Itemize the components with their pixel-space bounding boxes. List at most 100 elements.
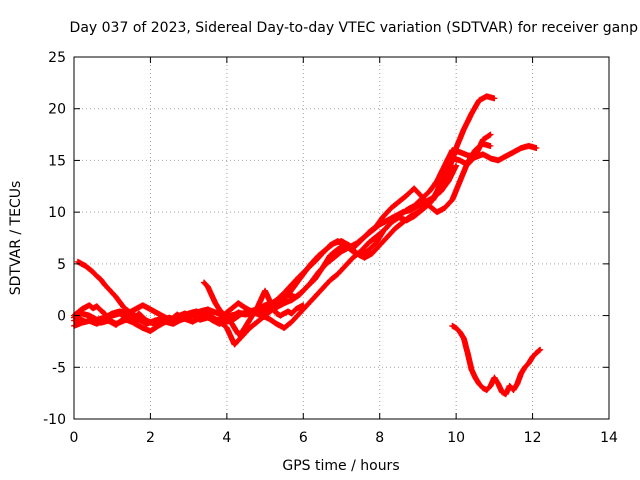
data-point [294,283,297,286]
data-point [214,301,217,305]
data-point [420,195,423,198]
data-point [535,351,538,355]
data-point [252,312,255,315]
data-point [462,128,465,131]
chart-title: Day 037 of 2023, Sidereal Day-to-day VTE… [70,20,639,36]
data-point [263,314,267,317]
x-tick-label: 2 [146,430,155,446]
data-point [294,295,297,299]
data-point [451,324,454,328]
data-point [256,306,259,309]
data-point [267,317,271,320]
data-point [516,382,519,386]
data-point [454,164,458,167]
data-point [332,256,336,259]
data-point [462,337,465,340]
data-point [225,326,229,330]
data-point [237,301,240,305]
data-point [466,163,469,166]
data-point [80,262,83,266]
data-point [489,144,492,148]
data-point [416,210,420,214]
data-point [133,308,137,311]
data-point [91,307,95,310]
data-point [370,229,374,232]
data-point [95,305,99,308]
data-point [111,312,114,315]
data-point [80,321,83,325]
data-point [210,293,213,297]
data-point [233,317,236,320]
data-point [344,264,347,268]
data-point [481,153,485,156]
data-point [409,215,412,218]
data-point [95,275,99,278]
data-point [347,246,351,249]
data-point [378,244,381,247]
data-point [164,316,167,319]
data-point [302,273,305,276]
data-point [179,317,183,320]
data-point [95,322,99,326]
x-tick-label: 4 [222,430,231,446]
data-point [443,206,446,210]
data-point [340,250,343,253]
data-point [133,322,137,326]
data-point [305,304,309,307]
y-tick-label: -5 [52,360,66,376]
data-point [474,376,477,379]
data-point [279,314,282,317]
series-7 [449,322,544,398]
data-point [279,301,282,305]
data-point [267,297,271,301]
series-6 [200,279,307,338]
data-point [260,297,263,301]
data-point [122,306,125,309]
data-point [500,390,504,394]
data-point [386,235,389,239]
data-point [282,312,286,315]
data-point [141,326,144,330]
data-point [286,310,290,313]
data-point [424,204,427,208]
y-tick-label: 10 [48,205,66,221]
data-point [401,210,404,214]
data-point [374,241,378,245]
data-point [435,179,439,183]
data-point [111,320,114,323]
data-point [386,219,389,222]
data-point [202,281,206,284]
data-point [458,330,462,334]
data-point [389,206,393,210]
data-point [290,298,294,302]
data-point [531,355,534,359]
series-markers [71,142,540,328]
data-point [405,194,408,197]
data-point [489,384,492,388]
data-point [206,308,209,311]
data-point [240,330,244,334]
data-point [107,287,110,290]
data-point [363,235,366,239]
data-point [359,250,362,253]
plot-frame [73,56,610,420]
data-point [435,210,439,214]
data-point [493,376,496,379]
data-point [302,304,305,307]
data-point [282,326,286,330]
data-point [290,312,294,315]
data-series [71,93,544,398]
series-markers [71,162,460,327]
data-point [481,138,485,141]
data-point [302,289,305,292]
data-point [432,196,435,199]
data-point [263,304,267,307]
data-point [118,310,122,313]
data-point [149,308,152,311]
data-point [317,254,320,257]
data-point [202,312,206,315]
data-point [298,306,301,309]
data-point [214,311,217,314]
data-point [195,310,198,313]
data-point [485,95,488,98]
